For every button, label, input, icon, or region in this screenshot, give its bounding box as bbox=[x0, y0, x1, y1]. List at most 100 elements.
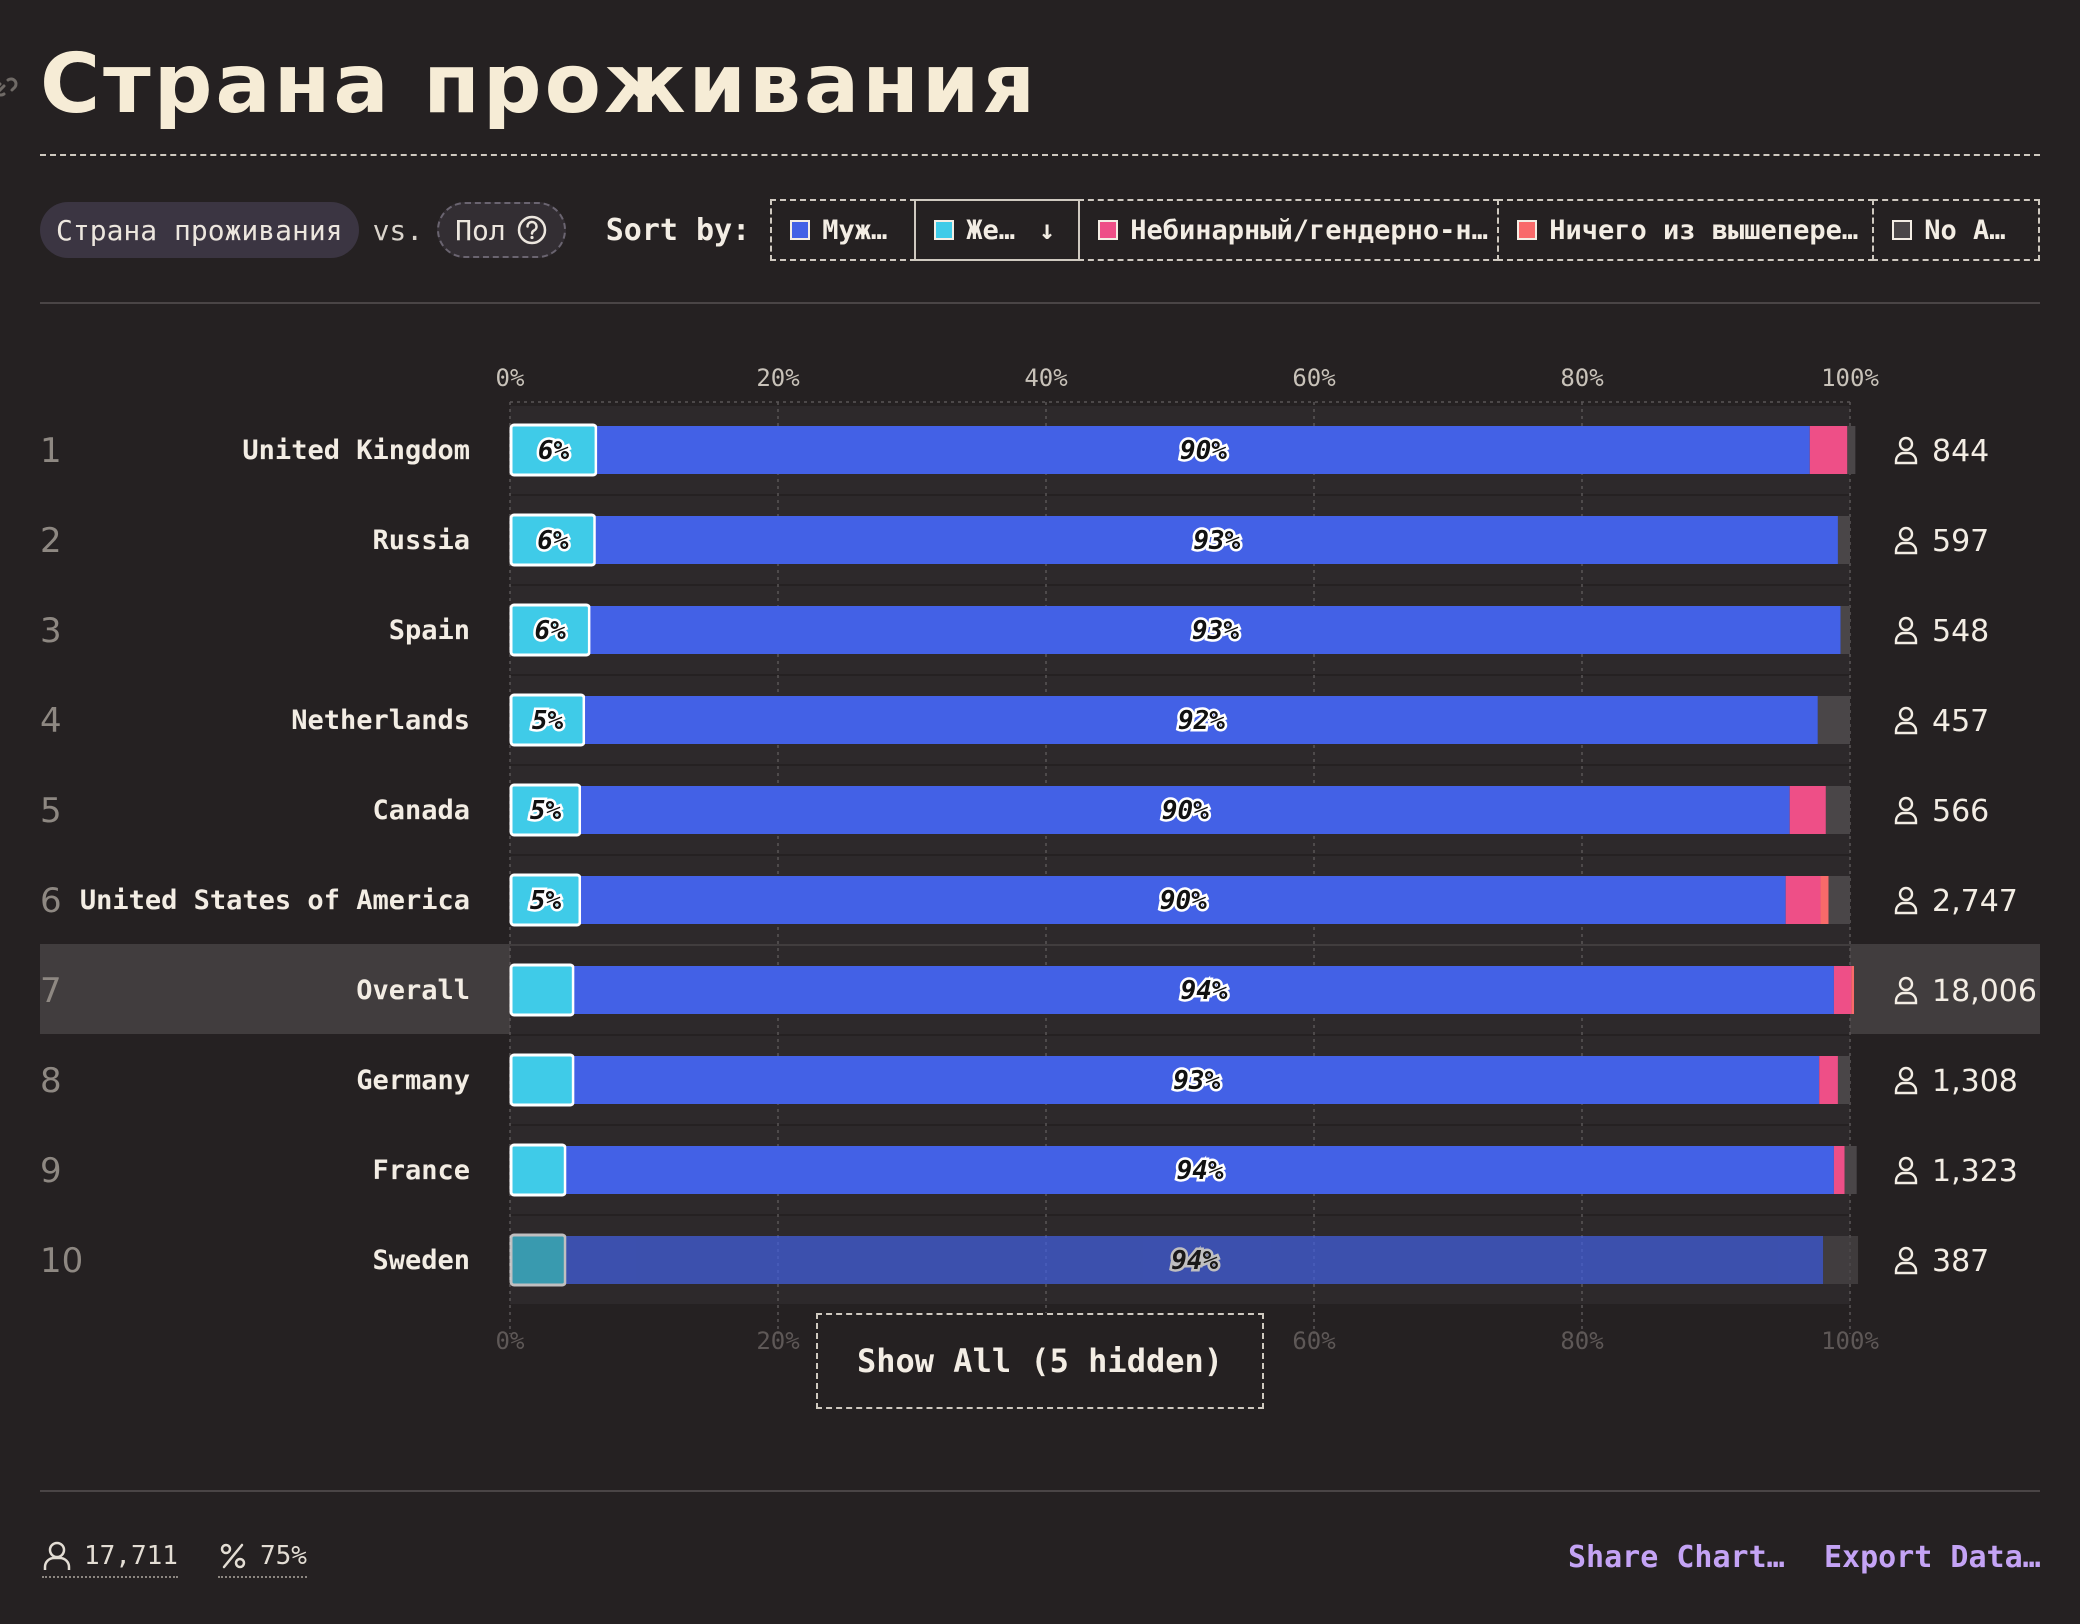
male-percent-label: 90% bbox=[1160, 886, 1207, 916]
no-answer-bar bbox=[1837, 1056, 1850, 1104]
male-percent-label: 94% bbox=[1177, 1156, 1224, 1186]
male-percent-label: 94% bbox=[1171, 1246, 1218, 1276]
person-icon-head bbox=[1898, 436, 1914, 452]
sort-option-label: Муж… bbox=[822, 214, 888, 246]
male-bar bbox=[585, 696, 1818, 744]
male-bar bbox=[595, 516, 1838, 564]
row-country-label: Canada bbox=[372, 795, 470, 826]
footer-divider bbox=[40, 1490, 2040, 1492]
no-answer-bar bbox=[1840, 606, 1850, 654]
row-rank: 2 bbox=[40, 521, 62, 561]
row-rank: 3 bbox=[40, 611, 62, 651]
sort-option-nonbinary[interactable]: Небинарный/гендерно-н… bbox=[1078, 199, 1500, 261]
primary-variable-label: Страна проживания bbox=[56, 213, 343, 247]
row-respondent-count: 387 bbox=[1932, 1244, 1989, 1279]
share-chart-link[interactable]: Share Chart… bbox=[1568, 1540, 1785, 1575]
row-country-label: Sweden bbox=[372, 1245, 470, 1276]
row-rank: 4 bbox=[40, 701, 62, 741]
male-percent-label: 93% bbox=[1173, 1066, 1220, 1096]
vs-label: vs. bbox=[372, 213, 424, 247]
percent-stat[interactable]: 75% bbox=[218, 1540, 307, 1578]
help-icon[interactable] bbox=[516, 214, 548, 246]
bar-row: 5% 92% bbox=[509, 693, 1850, 747]
row-rank: 6 bbox=[40, 881, 62, 921]
male-percent-label: 90% bbox=[1180, 436, 1227, 466]
sort-by-label: Sort by: bbox=[605, 212, 751, 248]
bar-row: 6% 90% bbox=[509, 423, 1856, 477]
no-answer-bar bbox=[1823, 1236, 1859, 1284]
row-respondent-count: 548 bbox=[1932, 614, 1989, 649]
bar-row: 93% bbox=[509, 1053, 1850, 1107]
row-rank: 7 bbox=[40, 971, 62, 1011]
controls-bar: Страна проживания vs. Пол Sort by: Муж… … bbox=[40, 199, 2041, 261]
male-percent-label: 92% bbox=[1178, 706, 1225, 736]
sort-option-male[interactable]: Муж… bbox=[770, 199, 917, 261]
sort-option-label: No A… bbox=[1924, 214, 2006, 246]
row-respondent-count: 1,308 bbox=[1932, 1064, 2018, 1099]
person-icon-body bbox=[1894, 451, 1918, 465]
x-tick-label-top: 100% bbox=[1821, 364, 1879, 392]
none-of-above-bar bbox=[1851, 966, 1855, 1014]
male-bar bbox=[574, 966, 1834, 1014]
percent-value: 75% bbox=[260, 1541, 307, 1571]
person-icon-head bbox=[1898, 1156, 1914, 1172]
no-answer-swatch bbox=[1892, 220, 1913, 240]
nonbinary-bar bbox=[1833, 1146, 1845, 1194]
sort-option-label: Же… bbox=[966, 214, 1016, 246]
respondents-stat[interactable]: 17,711 bbox=[42, 1540, 178, 1578]
export-data-link[interactable]: Export Data… bbox=[1824, 1540, 2041, 1575]
female-percent-label: 5% bbox=[530, 796, 562, 826]
female-swatch bbox=[934, 220, 955, 240]
female-percent-label: 6% bbox=[538, 436, 570, 466]
sort-option-label: Небинарный/гендерно-н… bbox=[1130, 214, 1488, 246]
person-icon-body bbox=[1894, 991, 1918, 1005]
person-icon-body bbox=[1894, 631, 1918, 645]
sort-option-none-of-above[interactable]: Ничего из вышепере… bbox=[1497, 199, 1875, 261]
row-country-label: Overall bbox=[356, 975, 470, 1006]
female-bar bbox=[509, 693, 586, 747]
row-country-label: Russia bbox=[372, 525, 470, 556]
female-bar bbox=[509, 1053, 575, 1107]
x-tick-label-bottom: 100% bbox=[1821, 1327, 1879, 1355]
male-bar bbox=[581, 876, 1786, 924]
sort-option-label: Ничего из вышепере… bbox=[1549, 214, 1859, 246]
row-rank: 8 bbox=[40, 1061, 62, 1101]
secondary-variable-pill[interactable]: Пол bbox=[437, 202, 566, 258]
female-percent-label: 5% bbox=[530, 886, 562, 916]
person-icon bbox=[1894, 1246, 1918, 1275]
person-icon-body bbox=[1894, 721, 1918, 735]
female-percent-label: 6% bbox=[535, 616, 567, 646]
bar-row: 6% 93% bbox=[509, 603, 1850, 657]
male-percent-label: 90% bbox=[1162, 796, 1209, 826]
percent-icon bbox=[220, 1543, 246, 1569]
male-bar bbox=[574, 1056, 1820, 1104]
person-icon bbox=[1894, 526, 1918, 555]
sort-option-no-answer[interactable]: No A… bbox=[1872, 199, 2041, 261]
stacked-bar-chart: 0%0%20%20%40%40%60%60%80%80%100%100%6%90… bbox=[40, 364, 2040, 1355]
female-bar bbox=[509, 963, 575, 1017]
person-icon bbox=[1894, 886, 1918, 915]
nonbinary-swatch bbox=[1098, 220, 1119, 240]
male-bar bbox=[590, 606, 1841, 654]
primary-variable-pill[interactable]: Страна проживания bbox=[40, 202, 359, 258]
female-bar bbox=[509, 423, 598, 477]
none-of-above-swatch bbox=[1517, 220, 1538, 240]
person-icon-body bbox=[1894, 1261, 1918, 1275]
x-tick-label-top: 60% bbox=[1292, 364, 1336, 392]
none-of-above-bar bbox=[1820, 876, 1829, 924]
show-all-button[interactable]: Show All (5 hidden) bbox=[816, 1313, 1264, 1409]
bar-row: 5% 90% bbox=[509, 783, 1850, 837]
row-country-label: Germany bbox=[356, 1065, 470, 1096]
row-rank: 1 bbox=[40, 431, 62, 471]
female-bar bbox=[509, 1233, 567, 1287]
person-icon-head bbox=[1898, 796, 1914, 812]
male-percent-label: 93% bbox=[1192, 616, 1239, 646]
row-country-label: United Kingdom bbox=[242, 435, 470, 466]
person-icon bbox=[43, 1541, 71, 1570]
male-bar bbox=[597, 426, 1810, 474]
link-icon[interactable] bbox=[0, 70, 20, 100]
female-bar bbox=[509, 873, 582, 927]
bar-row: 94% bbox=[509, 1143, 1857, 1197]
no-answer-bar bbox=[1847, 426, 1856, 474]
person-icon-body bbox=[1894, 811, 1918, 825]
